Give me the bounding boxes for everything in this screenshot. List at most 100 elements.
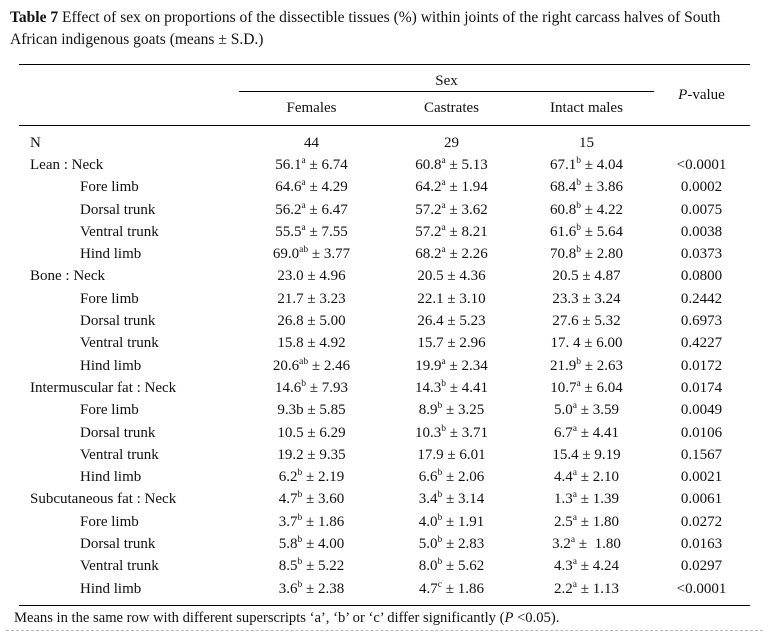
row-label: Hind limb — [80, 469, 142, 486]
table-caption-text: Effect of sex on proportions of the diss… — [10, 9, 721, 48]
table-header: Sex P -value Females Castrates Intact mal… — [19, 64, 750, 126]
row-label: Hind limb — [80, 357, 142, 374]
value-cell-females: 10.5 ± 6.29 — [277, 424, 346, 441]
data-table: Sex P -value Females Castrates Intact mal… — [14, 64, 750, 627]
row-label: Subcutaneous fat : Neck — [30, 491, 177, 508]
value-cell-castrates: 64.2a ± 1.94 — [415, 178, 488, 196]
table-footnote: Means in the same row with different sup… — [14, 610, 750, 627]
p-value-header: P -value — [654, 65, 749, 125]
value-cell-intact-males: 3.2a ± 1.80 — [552, 534, 621, 552]
column-header-intact-males: Intact males — [550, 100, 623, 116]
column-header-castrates: Castrates — [424, 100, 479, 116]
value-cell-females: 4.7b ± 3.60 — [278, 490, 345, 508]
value-cell-intact-males: 23.3 ± 3.24 — [552, 290, 621, 307]
table-row: Dorsal trunk 5.8b ± 4.00 5.0b ± 2.83 3.2a ±… — [19, 533, 750, 555]
row-label: Dorsal trunk — [80, 424, 156, 441]
row-label: Ventral trunk — [80, 223, 159, 240]
value-cell-castrates: 4.0b ± 1.91 — [418, 512, 485, 530]
value-cell-castrates: 22.1 ± 3.10 — [417, 290, 486, 307]
p-value-cell: 0.0172 — [680, 357, 723, 374]
table-body: N 44 29 15 Lean : Neck 56.1a ± 6.74 60.8a ± 5.… — [19, 126, 750, 607]
value-cell-females: 19.2 ± 9.35 — [277, 446, 346, 463]
footnote-text: Means in the same row with different sup… — [14, 610, 505, 627]
value-cell-intact-males: 70.8b ± 2.80 — [550, 245, 623, 263]
table-row: Bone : Neck 23.0 ± 4.96 20.5 ± 4.36 20.5 ± … — [19, 266, 750, 288]
row-label: N — [30, 134, 41, 151]
value-cell-females: 44 — [304, 134, 319, 151]
p-value-cell: 0.0021 — [680, 469, 723, 486]
p-value-header-italic: P — [678, 86, 688, 103]
p-value-cell: 0.1567 — [680, 446, 723, 463]
p-value-cell: 0.6973 — [680, 313, 723, 330]
table-row: Fore limb 9.3b ± 5.85 8.9b ± 3.25 5.0a ± 3.… — [19, 400, 750, 422]
table-row: Dorsal trunk 26.8 ± 5.00 26.4 ± 5.23 27.6 ±… — [19, 310, 750, 332]
value-cell-castrates: 17.9 ± 6.01 — [417, 446, 486, 463]
p-value-cell: 0.0272 — [680, 513, 723, 530]
row-label: Ventral trunk — [80, 558, 159, 575]
table-row: Hind limb 6.2b ± 2.19 6.6b ± 2.06 4.4a ± 2.… — [19, 466, 750, 488]
value-cell-females: 56.2a ± 6.47 — [275, 200, 348, 218]
value-cell-intact-males: 10.7a ± 6.04 — [550, 378, 623, 396]
value-cell-castrates: 5.0b ± 2.83 — [418, 534, 485, 552]
table-row: Ventral trunk 15.8 ± 4.92 15.7 ± 2.96 17. 4… — [19, 333, 750, 355]
value-cell-females: 8.5b ± 5.22 — [278, 557, 345, 575]
row-label: Intermuscular fat : Neck — [30, 379, 177, 396]
p-value-cell: 0.0163 — [680, 535, 723, 552]
value-cell-females: 56.1a ± 6.74 — [275, 155, 348, 173]
value-cell-intact-males: 4.3a ± 4.24 — [554, 557, 619, 575]
table-row: Ventral trunk 55.5a ± 7.55 57.2a ± 8.21 61.… — [19, 221, 750, 243]
value-cell-castrates: 19.9a ± 2.34 — [415, 356, 488, 374]
row-label: Dorsal trunk — [80, 535, 156, 552]
p-value-cell: <0.0001 — [676, 156, 727, 173]
value-cell-intact-males: 2.2a ± 1.13 — [554, 579, 619, 597]
p-value-cell: 0.0800 — [680, 268, 723, 285]
p-value-cell: 0.0061 — [680, 491, 723, 508]
row-label: Dorsal trunk — [80, 313, 156, 330]
value-cell-castrates: 60.8a ± 5.13 — [415, 155, 488, 173]
value-cell-females: 9.3b ± 5.85 — [277, 402, 346, 419]
p-value-cell: <0.0001 — [676, 580, 727, 597]
value-cell-castrates: 6.6b ± 2.06 — [418, 468, 485, 486]
table-row: Fore limb 21.7 ± 3.23 22.1 ± 3.10 23.3 ± 3.… — [19, 288, 750, 310]
value-cell-females: 20.6ab ± 2.46 — [272, 356, 351, 374]
p-value-cell: 0.0075 — [680, 201, 723, 218]
value-cell-intact-males: 61.6b ± 5.64 — [550, 222, 623, 240]
value-cell-castrates: 4.7c ± 1.86 — [419, 579, 484, 597]
p-value-cell: 0.4227 — [680, 335, 723, 352]
value-cell-females: 21.7 ± 3.23 — [277, 290, 346, 307]
value-cell-castrates: 15.7 ± 2.96 — [417, 335, 486, 352]
value-cell-intact-males: 27.6 ± 5.32 — [552, 313, 621, 330]
value-cell-females: 3.7b ± 1.86 — [278, 512, 345, 530]
footnote-p-italic: P — [504, 610, 514, 627]
row-label: Hind limb — [80, 246, 142, 263]
row-label: Fore limb — [80, 513, 139, 530]
row-label: Fore limb — [80, 402, 139, 419]
table-row: Dorsal trunk 56.2a ± 6.47 57.2a ± 3.62 60.8… — [19, 199, 750, 221]
value-cell-intact-males: 21.9b ± 2.63 — [550, 356, 623, 374]
value-cell-intact-males: 15.4 ± 9.19 — [552, 446, 621, 463]
table-row: Lean : Neck 56.1a ± 6.74 60.8a ± 5.13 67.1b… — [19, 154, 750, 176]
value-cell-intact-males: 4.4a ± 2.10 — [554, 468, 619, 486]
value-cell-intact-males: 67.1b ± 4.04 — [550, 155, 623, 173]
row-label: Lean : Neck — [30, 156, 104, 173]
table-caption: Table 7 Effect of sex on proportions of … — [10, 7, 758, 51]
value-cell-castrates: 8.0b ± 5.62 — [418, 557, 485, 575]
row-label: Ventral trunk — [80, 335, 159, 352]
row-label: Dorsal trunk — [80, 201, 156, 218]
p-value-cell: 0.2442 — [680, 290, 723, 307]
row-label: Fore limb — [80, 290, 139, 307]
p-value-cell: 0.0106 — [680, 424, 723, 441]
value-cell-intact-males: 20.5 ± 4.87 — [552, 268, 621, 285]
value-cell-castrates: 14.3b ± 4.41 — [415, 378, 488, 396]
value-cell-intact-males: 2.5a ± 1.80 — [554, 512, 619, 530]
value-cell-castrates: 57.2a ± 3.62 — [415, 200, 488, 218]
value-cell-castrates: 20.5 ± 4.36 — [417, 268, 486, 285]
value-cell-castrates: 57.2a ± 8.21 — [415, 222, 488, 240]
page-edge-dashed-line — [6, 630, 763, 631]
table-row: N 44 29 15 — [19, 132, 750, 154]
row-label: Hind limb — [80, 580, 142, 597]
footnote-tail: <0.05). — [513, 610, 560, 627]
value-cell-females: 64.6a ± 4.29 — [275, 178, 348, 196]
table-row: Ventral trunk 19.2 ± 9.35 17.9 ± 6.01 15.4 … — [19, 444, 750, 466]
